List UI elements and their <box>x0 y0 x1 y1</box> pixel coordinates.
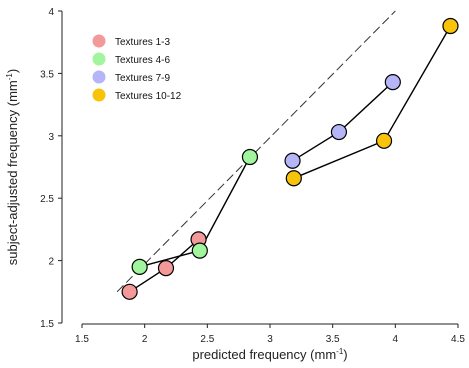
x-tick-label: 2.5 <box>200 334 214 345</box>
legend-label: Textures 10-12 <box>115 91 182 102</box>
legend-label: Textures 7-9 <box>115 73 170 84</box>
x-tick-label: 3.5 <box>326 334 340 345</box>
x-tick-label: 1.5 <box>75 334 89 345</box>
x-tick-label: 4.5 <box>451 334 465 345</box>
legend-marker <box>92 88 106 102</box>
y-tick-label: 2.5 <box>40 194 54 205</box>
data-point <box>157 259 175 277</box>
y-axis-label: subject-adjusted frequency (mm-1) <box>5 69 20 265</box>
legend-label: Textures 1-3 <box>115 37 170 48</box>
data-point <box>191 242 208 259</box>
data-point <box>241 148 259 166</box>
data-point <box>442 17 459 35</box>
series-line <box>292 81 394 162</box>
x-axis-label: predicted frequency (mm-1) <box>192 347 347 362</box>
data-point <box>330 123 348 141</box>
y-tick-label: 3 <box>48 132 54 143</box>
legend-marker <box>92 70 106 84</box>
x-tick-label: 2 <box>142 334 148 345</box>
data-point <box>131 258 148 275</box>
data-point <box>384 74 401 91</box>
y-tick-label: 4 <box>48 7 54 18</box>
y-tick-label: 3.5 <box>40 69 54 80</box>
data-point <box>285 170 302 187</box>
data-point <box>375 132 393 149</box>
legend-marker <box>92 52 106 66</box>
x-tick-label: 3 <box>267 334 273 345</box>
data-point <box>284 152 301 169</box>
x-tick-label: 4 <box>393 334 399 345</box>
legend-label: Textures 4-6 <box>115 55 170 66</box>
y-tick-label: 1.5 <box>40 319 54 330</box>
data-point <box>121 283 138 300</box>
y-tick-label: 2 <box>48 257 54 268</box>
reference-line <box>116 10 396 293</box>
legend-marker <box>92 34 106 48</box>
